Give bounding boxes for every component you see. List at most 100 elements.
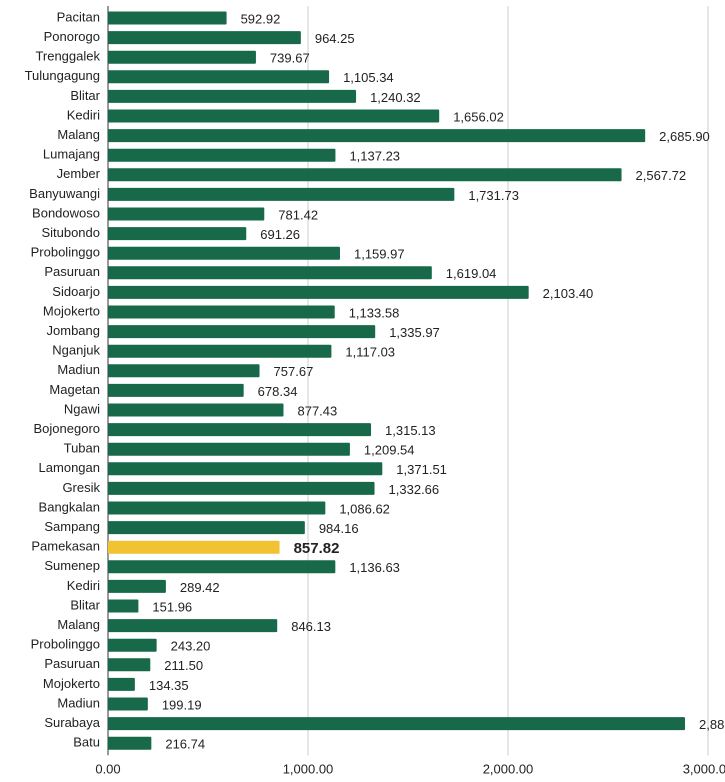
y-tick-label: Malang — [57, 127, 100, 142]
x-tick-label: 1,000.00 — [283, 761, 334, 776]
value-label: 877.43 — [297, 403, 337, 418]
bar — [108, 423, 372, 437]
x-tick-label: 2,000.00 — [483, 761, 534, 776]
value-label: 1,086.62 — [339, 501, 390, 516]
bar — [108, 403, 284, 417]
y-tick-label: Ngawi — [64, 401, 100, 416]
bar — [108, 462, 383, 476]
value-label: 211.50 — [164, 658, 203, 673]
y-tick-label: Blitar — [70, 597, 100, 612]
value-label: 857.82 — [294, 540, 340, 557]
bar — [108, 677, 135, 691]
value-label: 216.74 — [165, 737, 205, 752]
bar — [108, 305, 335, 319]
y-tick-label: Tuban — [64, 441, 100, 456]
bar — [108, 11, 227, 25]
bar — [108, 31, 301, 45]
bar — [108, 364, 260, 378]
value-label: 1,133.58 — [349, 305, 400, 320]
y-tick-label: Bangkalan — [39, 499, 100, 514]
bar — [108, 325, 376, 339]
y-tick-label: Pamekasan — [31, 539, 100, 554]
y-tick-label: Magetan — [49, 382, 100, 397]
value-label: 1,240.32 — [370, 90, 421, 105]
y-tick-label: Jombang — [47, 323, 100, 338]
y-tick-label: Madiun — [57, 695, 100, 710]
value-label: 199.19 — [162, 697, 202, 712]
x-tick-label: 0.00 — [95, 761, 120, 776]
bar — [108, 227, 247, 241]
value-label: 134.35 — [149, 678, 189, 693]
bar — [108, 619, 278, 633]
value-label: 1,656.02 — [453, 109, 504, 124]
y-tick-label: Probolinggo — [31, 637, 100, 652]
y-tick-label: Gresik — [62, 480, 100, 495]
bar — [108, 540, 280, 554]
y-tick-label: Sumenep — [44, 558, 100, 573]
y-tick-label: Lamongan — [39, 460, 100, 475]
value-label: 1,117.03 — [345, 345, 395, 360]
bar — [108, 285, 529, 299]
y-tick-label: Blitar — [70, 88, 100, 103]
bar — [108, 70, 330, 84]
y-tick-label: Malang — [57, 617, 100, 632]
y-tick-label: Nganjuk — [52, 343, 100, 358]
value-label: 757.67 — [274, 364, 314, 379]
y-tick-label: Trenggalek — [35, 49, 100, 64]
value-label: 1,136.63 — [349, 560, 400, 575]
bar — [108, 599, 139, 613]
value-label: 1,731.73 — [468, 188, 519, 203]
bar — [108, 658, 151, 672]
value-label: 243.20 — [171, 639, 211, 654]
bar — [108, 50, 256, 64]
value-label: 739.67 — [270, 51, 310, 66]
bar — [108, 560, 336, 574]
y-tick-label: Ponorogo — [44, 29, 100, 44]
y-tick-label: Pasuruan — [44, 656, 100, 671]
value-label: 1,371.51 — [396, 462, 447, 477]
y-tick-label: Sidoarjo — [52, 284, 100, 299]
bar — [108, 501, 326, 515]
value-label: 289.42 — [180, 580, 220, 595]
value-label: 1,619.04 — [446, 266, 497, 281]
value-label: 964.25 — [315, 31, 355, 46]
value-label: 691.26 — [260, 227, 300, 242]
value-label: 2,103.40 — [543, 286, 594, 301]
bar — [108, 697, 148, 711]
y-tick-label: Sampang — [44, 519, 100, 534]
y-tick-label: Tulungagung — [25, 68, 100, 83]
bar — [108, 383, 244, 397]
bar — [108, 736, 152, 750]
bar — [108, 109, 440, 123]
bar — [108, 246, 340, 260]
y-tick-label: Probolinggo — [31, 245, 100, 260]
bar — [108, 521, 305, 535]
value-label: 1,159.97 — [354, 247, 405, 262]
value-label: 1,105.34 — [343, 70, 394, 85]
bar — [108, 344, 332, 358]
y-tick-label: Mojokerto — [43, 676, 100, 691]
y-tick-label: Madiun — [57, 362, 100, 377]
y-tick-label: Pasuruan — [44, 264, 100, 279]
bar — [108, 579, 166, 593]
y-tick-label: Bojonegoro — [34, 421, 101, 436]
value-label: 2,88 — [699, 717, 724, 732]
y-tick-label: Lumajang — [43, 147, 100, 162]
value-label: 592.92 — [241, 11, 281, 26]
value-label: 846.13 — [291, 619, 331, 634]
bar — [108, 168, 622, 182]
bar — [108, 717, 685, 731]
y-tick-label: Banyuwangi — [29, 186, 100, 201]
y-tick-label: Batu — [73, 735, 100, 750]
value-label: 984.16 — [319, 521, 359, 536]
value-label: 1,335.97 — [389, 325, 440, 340]
y-tick-label: Mojokerto — [43, 303, 100, 318]
bar — [108, 148, 336, 162]
value-label: 2,567.72 — [636, 168, 687, 183]
bar — [108, 266, 432, 280]
bar — [108, 442, 350, 456]
value-label: 2,685.90 — [659, 129, 710, 144]
bar — [108, 129, 646, 143]
value-label: 781.42 — [278, 207, 318, 222]
